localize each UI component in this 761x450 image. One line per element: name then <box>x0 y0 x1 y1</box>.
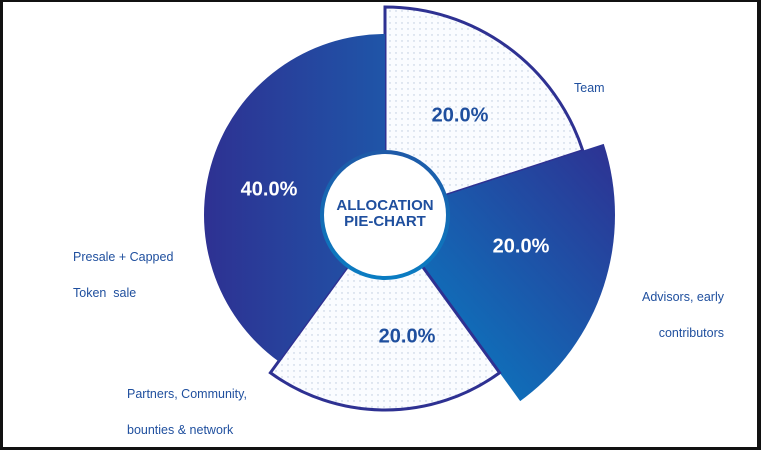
legend-label-presale: Presale + Capped Token sale <box>73 227 173 323</box>
pie-slice-team <box>383 5 585 218</box>
legend-label-team: Team <box>574 81 605 95</box>
label-line: Advisors, early <box>642 290 724 304</box>
data-label-presale: 40.0% <box>240 178 298 201</box>
pie-slice-presale <box>204 34 385 362</box>
label-line: contributors <box>658 326 724 340</box>
title-line-2: PIE-CHART <box>344 213 426 230</box>
label-line: bounties & network <box>127 423 234 437</box>
label-line: Presale + Capped <box>73 250 174 264</box>
legend-label-partners: Partners, Community, bounties & network <box>127 364 247 450</box>
chart-canvas: ALLOCATION PIE-CHART 20.0% 20.0% 20.0% 4… <box>3 2 757 447</box>
pie-slice-partners <box>268 212 502 412</box>
label-line: Partners, Community, <box>127 387 247 401</box>
pie-chart <box>73 5 724 412</box>
data-label-partners: 20.0% <box>378 325 436 348</box>
title-line-1: ALLOCATION <box>336 197 434 214</box>
center-circle <box>320 150 450 280</box>
data-label-advisors: 20.0% <box>492 235 550 258</box>
data-label-team: 20.0% <box>431 104 489 127</box>
chart-title: ALLOCATION PIE-CHART <box>336 198 433 230</box>
label-line: Token sale <box>73 286 137 300</box>
legend-label-advisors: Advisors, early contributors <box>642 267 724 363</box>
